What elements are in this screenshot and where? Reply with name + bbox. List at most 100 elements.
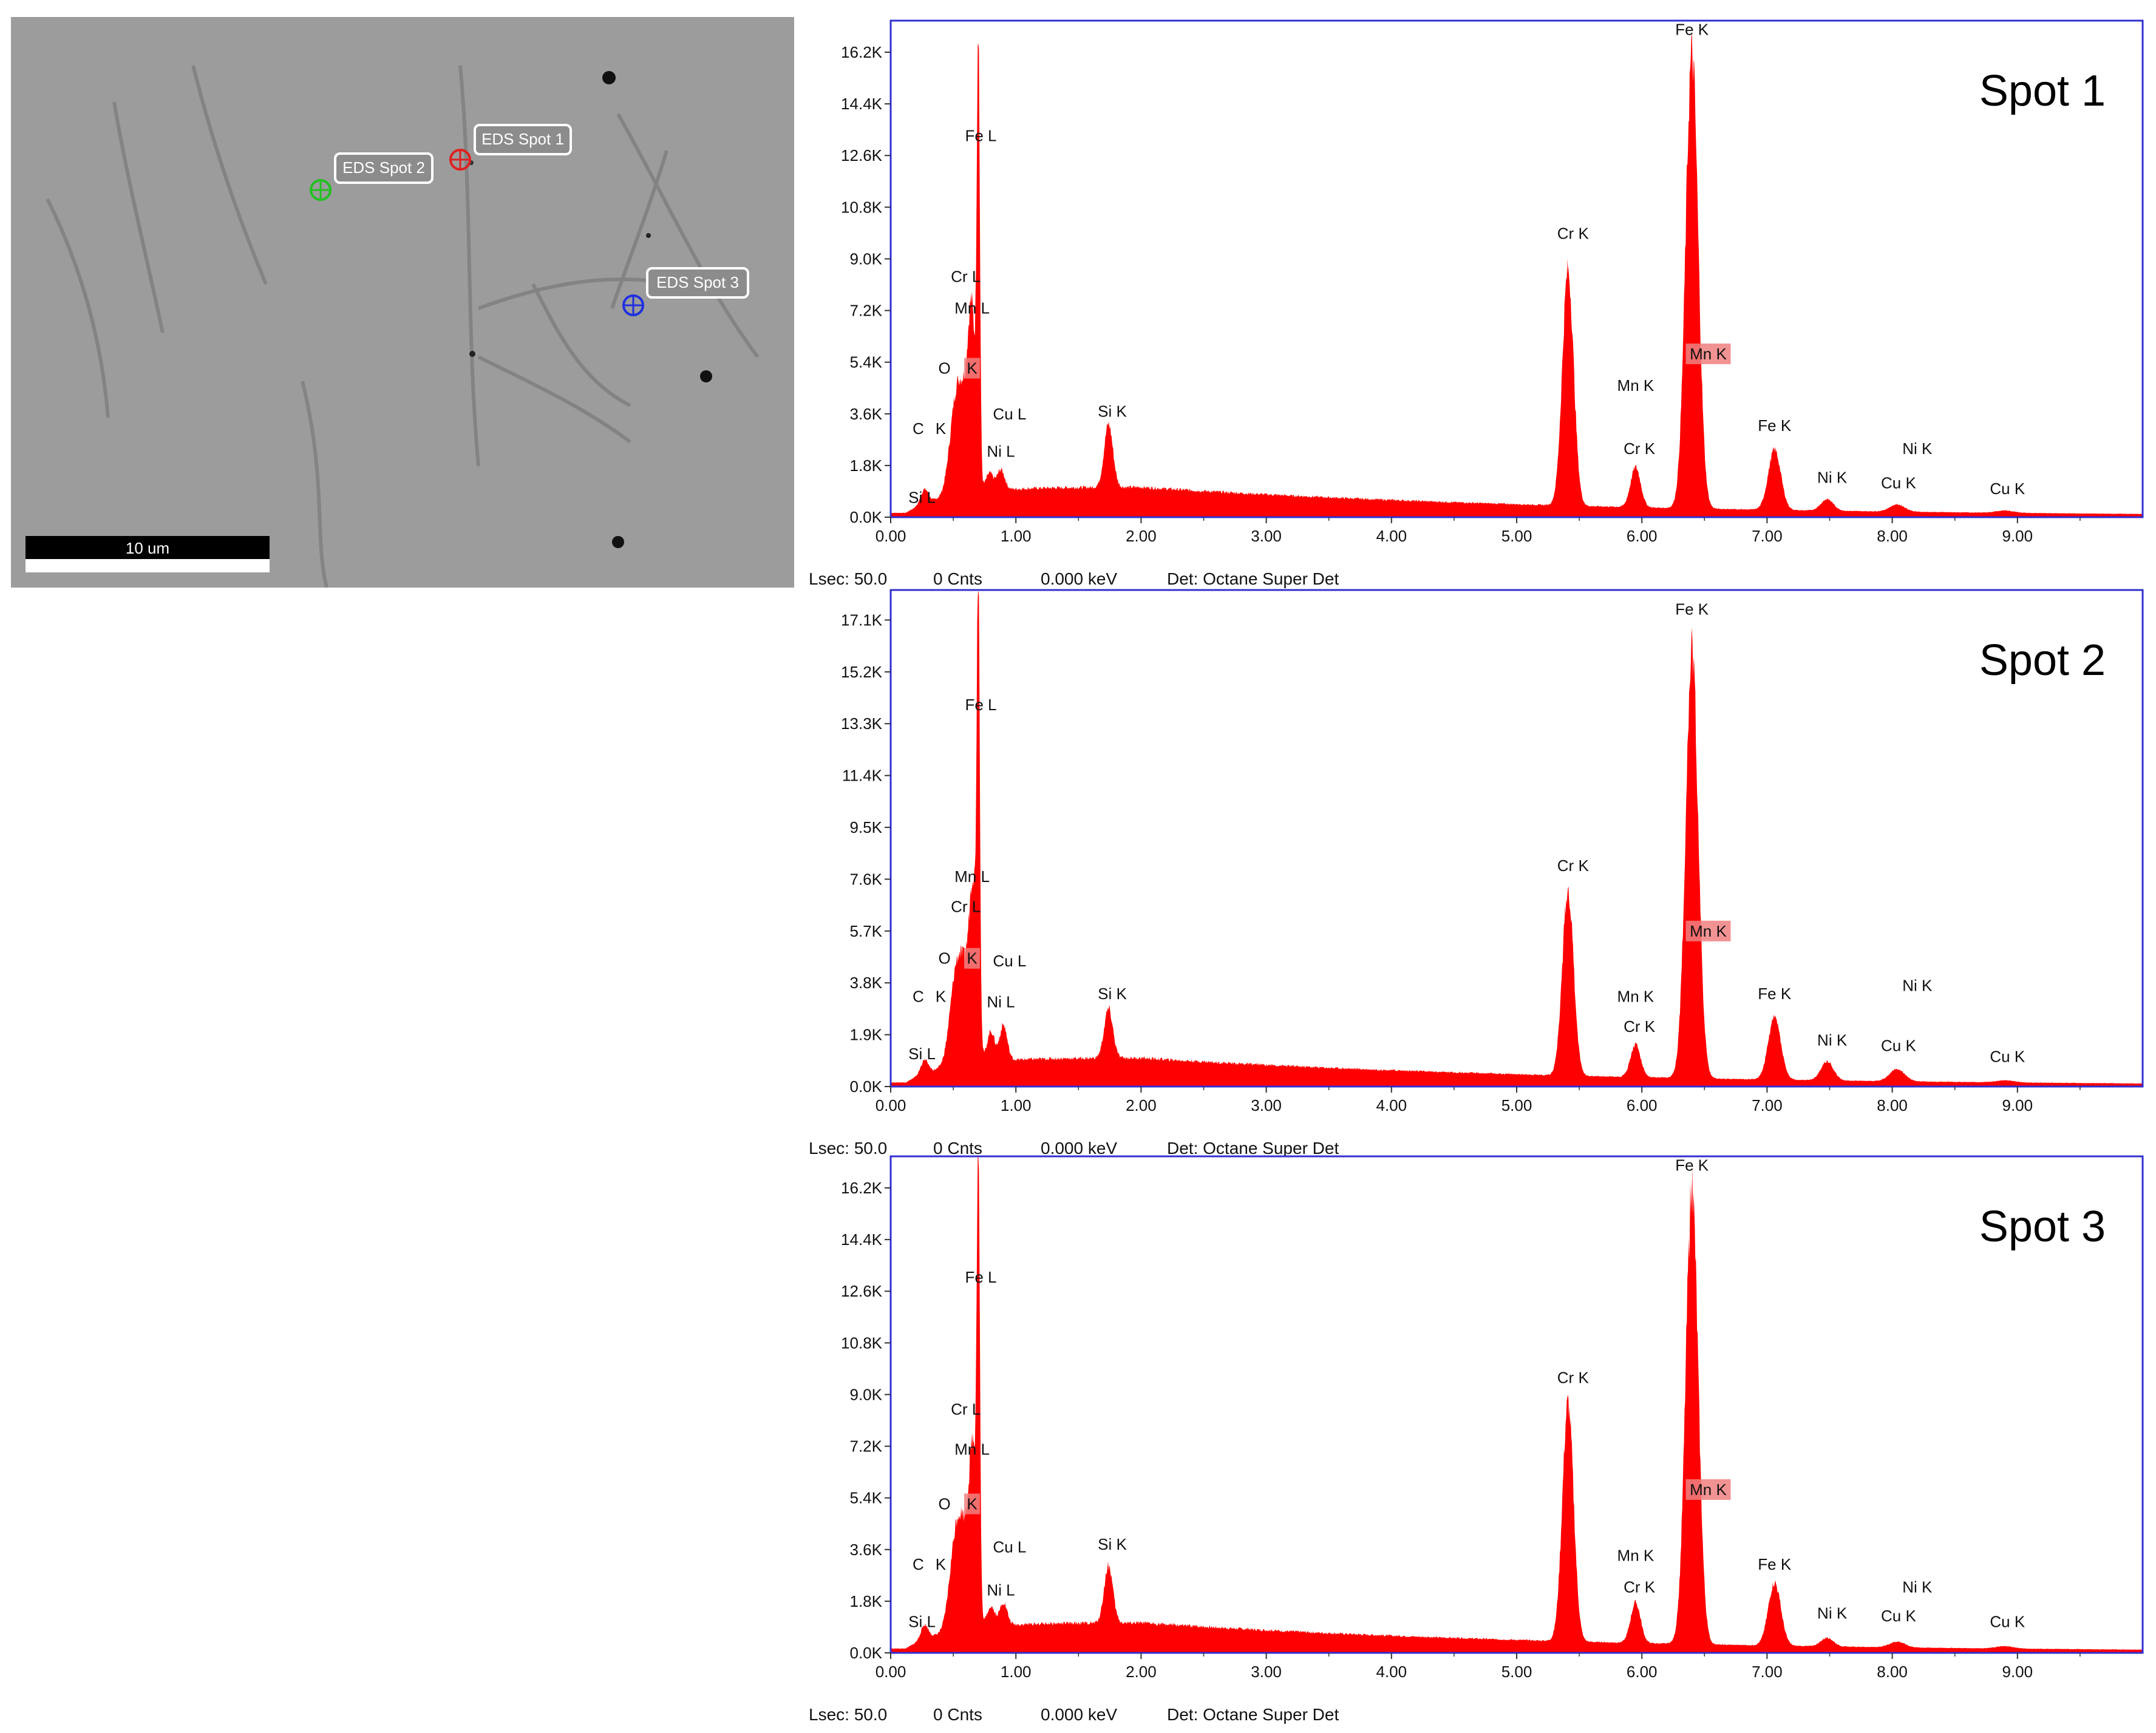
peak-label: Fe K xyxy=(1675,1156,1709,1175)
grain-boundaries xyxy=(46,65,760,588)
x-tick-label: 2.00 xyxy=(1126,1663,1157,1681)
peak-label: Fe K xyxy=(1675,600,1709,618)
peak-label: C xyxy=(913,1555,924,1573)
eds-spot-3-marker[interactable]: EDS Spot 3 xyxy=(622,267,749,316)
peak-label: K xyxy=(936,419,947,438)
status-counts: 0 Cnts xyxy=(933,569,982,588)
peak-label: Ni K xyxy=(1817,468,1848,486)
y-tick-label: 7.2K xyxy=(850,302,883,320)
sem-pore xyxy=(612,536,624,548)
x-tick-label: 3.00 xyxy=(1251,1663,1282,1681)
peak-label: Ni K xyxy=(1902,977,1933,995)
peak-label: Cr K xyxy=(1624,1578,1656,1596)
y-tick-label: 13.3K xyxy=(841,714,883,733)
scale-bar: 10 um xyxy=(26,536,270,572)
peak-label: Si L xyxy=(908,1045,936,1063)
x-tick-label: 0.00 xyxy=(876,527,906,545)
spectrum-chart-spot-1: 0.0K 1.8K 3.6K 5.4K 7.2K 9.0K 10.8K 12.6K 14.4K 1… xyxy=(841,19,2144,545)
x-tick-label: 6.00 xyxy=(1627,1096,1658,1114)
eds-spot-2-marker[interactable]: EDS Spot 2 xyxy=(310,152,434,201)
eds-spot-2-label: EDS Spot 2 xyxy=(342,158,425,177)
sem-pore xyxy=(700,370,712,382)
eds-spot-1-label: EDS Spot 1 xyxy=(481,130,564,148)
spectrum-title: Spot 1 xyxy=(1979,67,2106,115)
status-counts: 0 Cnts xyxy=(933,1139,982,1158)
x-tick-label: 5.00 xyxy=(1501,527,1532,545)
peak-label: Cu K xyxy=(1881,474,1916,492)
x-tick-label: 8.00 xyxy=(1877,1096,1908,1114)
x-tick-label: 7.00 xyxy=(1752,1096,1783,1114)
x-tick-label: 1.00 xyxy=(1001,1096,1032,1114)
peak-label: Mn K xyxy=(1617,988,1654,1006)
y-tick-label: 14.4K xyxy=(841,1230,883,1249)
spectrum-chart-spot-2: 0.0K 1.9K 3.8K 5.7K 7.6K 9.5K 11.4K 13.3K 15.2K 1… xyxy=(841,589,2144,1114)
x-tick-label: 3.00 xyxy=(1251,527,1282,545)
peak-label: Mn K xyxy=(1690,1480,1727,1499)
peak-label-box xyxy=(1685,920,1731,941)
x-tick-label: 9.00 xyxy=(2002,1663,2033,1681)
peak-label: Mn K xyxy=(1617,376,1654,395)
peak-label: Cr L xyxy=(951,267,981,285)
peak-label: Ni K xyxy=(1902,439,1933,458)
sem-pore xyxy=(646,233,651,238)
status-energy: 0.000 keV xyxy=(1041,1705,1118,1724)
spectrum-panel-spot-2: 0.0K 1.9K 3.8K 5.7K 7.6K 9.5K 11.4K 13.3K 15.2K 1… xyxy=(803,584,2146,1167)
y-tick-label: 1.9K xyxy=(850,1026,883,1044)
peak-label: K xyxy=(967,359,978,378)
peak-label: O xyxy=(939,949,951,968)
peak-label: Ni K xyxy=(1902,1578,1933,1596)
eds-spot-1-marker[interactable]: EDS Spot 1 xyxy=(449,124,572,171)
x-tick-label: 0.00 xyxy=(876,1663,906,1681)
peak-label: Fe L xyxy=(965,127,996,145)
peak-label: Ni L xyxy=(987,443,1015,461)
sem-micrograph: EDS Spot 1 EDS Spot 2 EDS Spot 3 10 um xyxy=(11,17,794,588)
peak-label: Ni K xyxy=(1817,1604,1848,1622)
status-detector: Det: Octane Super Det xyxy=(1167,1139,1339,1158)
x-tick-label: 2.00 xyxy=(1126,1096,1157,1114)
peak-label: Ni L xyxy=(987,1581,1015,1599)
x-tick-label: 7.00 xyxy=(1752,527,1783,545)
y-tick-label: 1.8K xyxy=(850,456,883,475)
plot-area xyxy=(891,21,2143,517)
y-tick-label: 7.2K xyxy=(850,1437,883,1456)
x-tick-label: 8.00 xyxy=(1877,527,1908,545)
x-tick-label: 4.00 xyxy=(1376,527,1407,545)
y-tick-label: 9.0K xyxy=(850,249,883,268)
peak-label: K xyxy=(967,949,978,968)
peak-label: Si K xyxy=(1098,1535,1127,1553)
peak-label: Mn L xyxy=(954,299,990,317)
peak-label-box xyxy=(964,948,981,969)
y-tick-label: 15.2K xyxy=(841,663,883,681)
status-counts: 0 Cnts xyxy=(933,1705,982,1724)
spectrum-title: Spot 3 xyxy=(1979,1202,2106,1251)
spectrum-panel-spot-3: 0.0K 1.8K 3.6K 5.4K 7.2K 9.0K 10.8K 12.6K 14.4K 1… xyxy=(803,1150,2146,1733)
x-tick-label: 3.00 xyxy=(1251,1096,1282,1114)
peak-label: C xyxy=(913,419,924,438)
peak-label: Si K xyxy=(1098,402,1127,421)
x-tick-label: 5.00 xyxy=(1501,1663,1532,1681)
status-lsec: Lsec: 50.0 xyxy=(809,569,888,588)
sem-pore xyxy=(469,351,475,357)
peak-label: Fe K xyxy=(1758,416,1792,435)
x-tick-label: 8.00 xyxy=(1877,1663,1908,1681)
sem-pore xyxy=(602,71,616,84)
peak-label: O xyxy=(939,1495,951,1513)
status-lsec: Lsec: 50.0 xyxy=(809,1705,888,1724)
y-tick-label: 0.0K xyxy=(850,508,883,526)
peak-label: Cr L xyxy=(951,897,981,915)
x-tick-label: 9.00 xyxy=(2002,1096,2033,1114)
y-tick-label: 16.2K xyxy=(841,43,883,61)
y-tick-label: 12.6K xyxy=(841,146,883,164)
peak-label: Cr K xyxy=(1624,439,1656,458)
x-tick-label: 6.00 xyxy=(1627,527,1658,545)
peak-label: Mn K xyxy=(1617,1547,1654,1565)
x-tick-label: 7.00 xyxy=(1752,1663,1783,1681)
y-tick-label: 10.8K xyxy=(841,1334,883,1352)
peak-label: Cu L xyxy=(993,405,1026,423)
peak-label: Si L xyxy=(908,1612,936,1630)
status-energy: 0.000 keV xyxy=(1041,1139,1118,1158)
peak-label: Cu L xyxy=(993,952,1026,970)
x-tick-label: 4.00 xyxy=(1376,1096,1407,1114)
peak-label-box xyxy=(1685,1479,1731,1500)
y-tick-label: 17.1K xyxy=(841,611,883,629)
